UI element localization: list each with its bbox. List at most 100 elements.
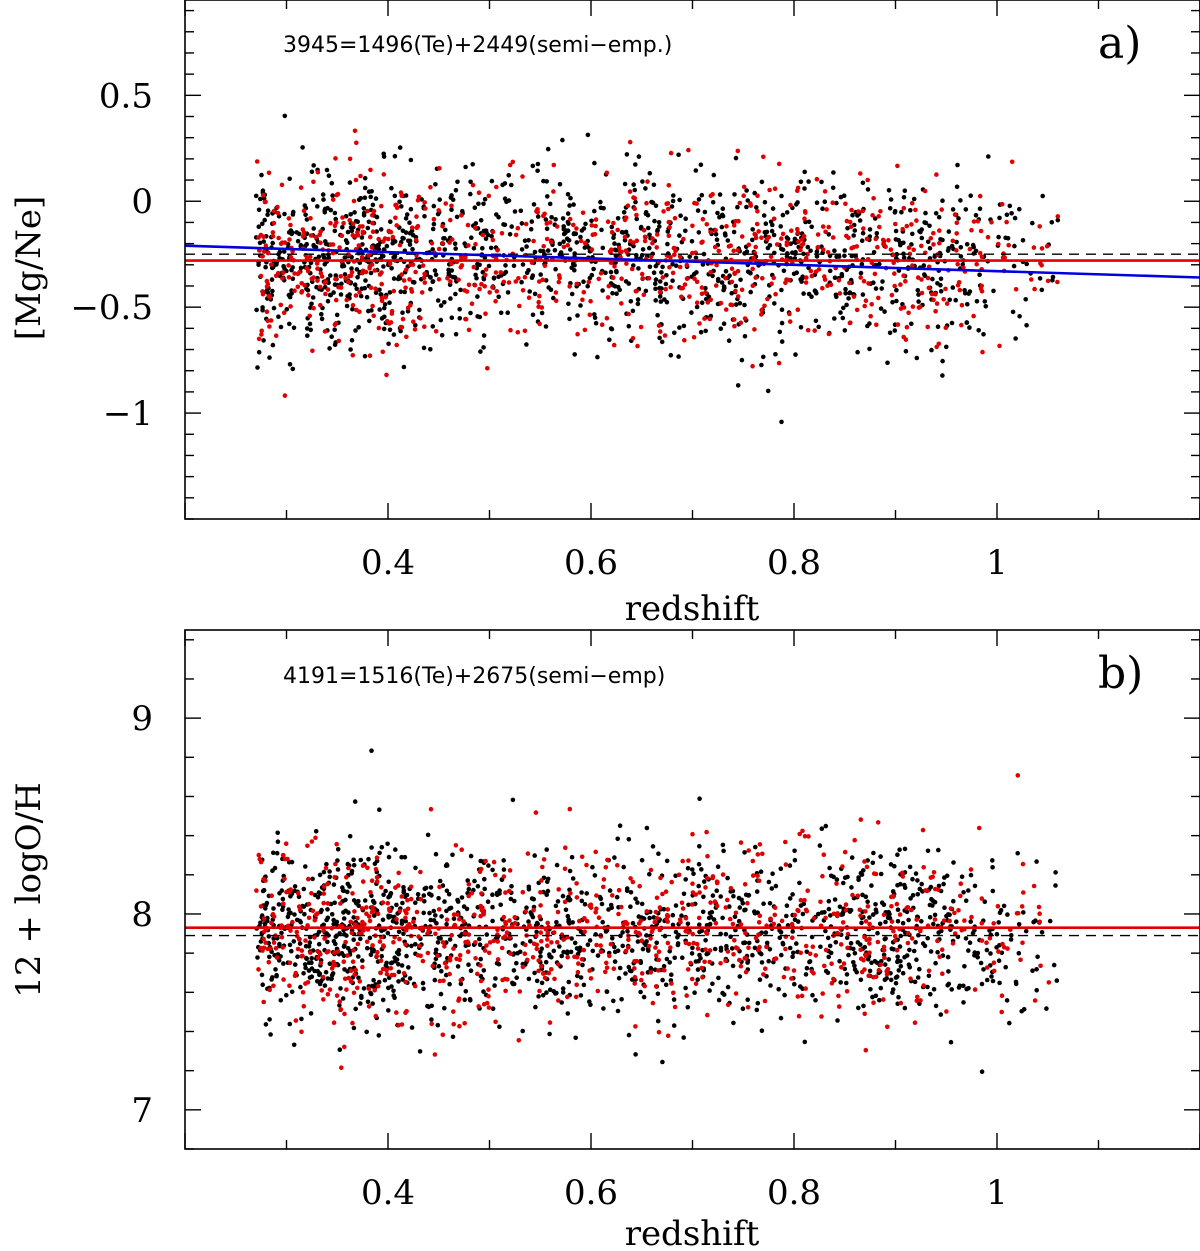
panel-a-point-te: [760, 276, 765, 281]
panel-b-point-semi-emp: [406, 965, 411, 970]
panel-b-point-semi-emp: [274, 850, 280, 856]
panel-a-point-te: [967, 246, 973, 252]
panel-b-point-semi-emp: [890, 990, 895, 995]
panel-a-point-te: [933, 291, 938, 297]
panel-a-point-te: [263, 199, 268, 205]
panel-a-point-te: [881, 241, 886, 247]
panel-a-point-semi-emp: [472, 205, 478, 210]
panel-b-point-semi-emp: [754, 1007, 760, 1013]
panel-a-point-semi-emp: [1023, 297, 1028, 302]
panel-b-point-te: [266, 959, 272, 965]
panel-a-point-semi-emp: [600, 288, 605, 293]
panel-b-point-semi-emp: [369, 748, 374, 753]
panel-a-point-semi-emp: [970, 242, 976, 248]
panel-b-point-te: [798, 897, 804, 903]
panel-b-point-te: [331, 1020, 337, 1025]
panel-b-point-semi-emp: [716, 975, 721, 981]
panel-b-point-semi-emp: [1003, 964, 1008, 970]
panel-a-point-te: [690, 250, 695, 256]
panel-a-point-semi-emp: [454, 214, 460, 220]
panel-a-point-semi-emp: [914, 355, 920, 361]
panel-a-point-te: [977, 193, 983, 199]
panel-a-point-semi-emp: [986, 154, 991, 159]
panel-a-point-semi-emp: [615, 216, 621, 221]
panel-b-y-tick-label: 8: [131, 895, 153, 935]
panel-b-point-semi-emp: [842, 875, 848, 880]
panel-a-point-te: [724, 224, 729, 229]
panel-b-point-te: [598, 949, 604, 955]
panel-a-point-semi-emp: [571, 202, 576, 207]
panel-a-point-te: [677, 254, 683, 259]
panel-b-point-semi-emp: [761, 901, 766, 906]
panel-b-point-te: [858, 913, 863, 918]
panel-a-point-te: [370, 220, 375, 226]
panel-a-point-semi-emp: [505, 290, 511, 295]
panel-b-point-te: [504, 930, 510, 935]
panel-a-point-te: [915, 275, 921, 280]
panel-a-point-semi-emp: [762, 199, 768, 205]
panel-a-point-te: [979, 283, 984, 289]
panel-b-point-te: [503, 890, 508, 895]
panel-a-point-semi-emp: [964, 242, 970, 247]
panel-a-point-semi-emp: [310, 197, 316, 202]
panel-a-point-te: [307, 313, 313, 319]
panel-a-point-semi-emp: [894, 287, 899, 293]
panel-b-point-semi-emp: [787, 945, 793, 951]
panel-b-point-semi-emp: [915, 892, 921, 897]
panel-a-point-semi-emp: [867, 227, 873, 232]
panel-a-point-te: [292, 288, 297, 294]
panel-a-point-semi-emp: [927, 246, 933, 251]
panel-a-point-semi-emp: [935, 324, 941, 330]
panel-a-point-semi-emp: [364, 294, 370, 300]
panel-a-point-semi-emp: [342, 272, 348, 277]
panel-b-point-te: [449, 932, 455, 938]
panel-b-point-semi-emp: [561, 949, 566, 955]
panel-a-point-te: [690, 223, 695, 229]
panel-a-point-semi-emp: [489, 178, 495, 184]
panel-a-point-semi-emp: [1024, 261, 1029, 267]
panel-a-point-te: [544, 221, 550, 226]
panel-a-point-semi-emp: [954, 239, 959, 245]
panel-b-point-te: [708, 900, 713, 905]
panel-a-point-te: [369, 262, 375, 267]
panel-a-point-te: [390, 234, 396, 240]
panel-b-point-semi-emp: [907, 864, 913, 870]
panel-a-point-te: [593, 217, 599, 222]
panel-b-point-semi-emp: [307, 940, 313, 945]
panel-b-point-semi-emp: [607, 888, 613, 893]
panel-b-point-semi-emp: [759, 930, 764, 935]
panel-a-point-semi-emp: [430, 226, 436, 232]
panel-a-point-semi-emp: [770, 206, 776, 211]
panel-b-point-semi-emp: [444, 862, 450, 867]
panel-a-point-semi-emp: [359, 235, 365, 240]
panel-b-point-semi-emp: [856, 877, 861, 882]
panel-a-point-te: [633, 288, 639, 294]
panel-a-point-te: [789, 228, 794, 233]
panel-a-point-semi-emp: [735, 204, 740, 210]
panel-b-point-semi-emp: [567, 921, 572, 926]
panel-b-x-tick-label: 0.6: [564, 1173, 618, 1213]
panel-b-point-semi-emp: [894, 974, 900, 979]
panel-b-point-semi-emp: [404, 953, 409, 959]
panel-b-point-semi-emp: [714, 888, 719, 893]
panel-a-point-semi-emp: [631, 182, 636, 187]
panel-b-point-semi-emp: [459, 895, 465, 900]
panel-a-point-te: [281, 270, 286, 275]
panel-b-point-te: [375, 983, 381, 989]
panel-a-point-semi-emp: [772, 250, 777, 256]
panel-b-point-te: [527, 922, 532, 928]
panel-b-point-semi-emp: [644, 939, 649, 944]
panel-a-point-te: [822, 277, 828, 282]
panel-b-point-te: [603, 865, 609, 870]
panel-a-point-semi-emp: [711, 172, 717, 178]
panel-b-point-te: [447, 971, 452, 977]
panel-a-point-te: [522, 274, 528, 280]
panel-b-point-te: [803, 943, 809, 949]
panel-a-point-semi-emp: [253, 193, 259, 199]
panel-a-point-semi-emp: [305, 333, 310, 339]
panel-b-point-te: [657, 905, 663, 910]
panel-a-point-semi-emp: [1004, 212, 1010, 218]
panel-a-point-te: [315, 278, 320, 283]
panel-b-point-semi-emp: [547, 987, 553, 992]
panel-a-point-semi-emp: [300, 145, 305, 150]
